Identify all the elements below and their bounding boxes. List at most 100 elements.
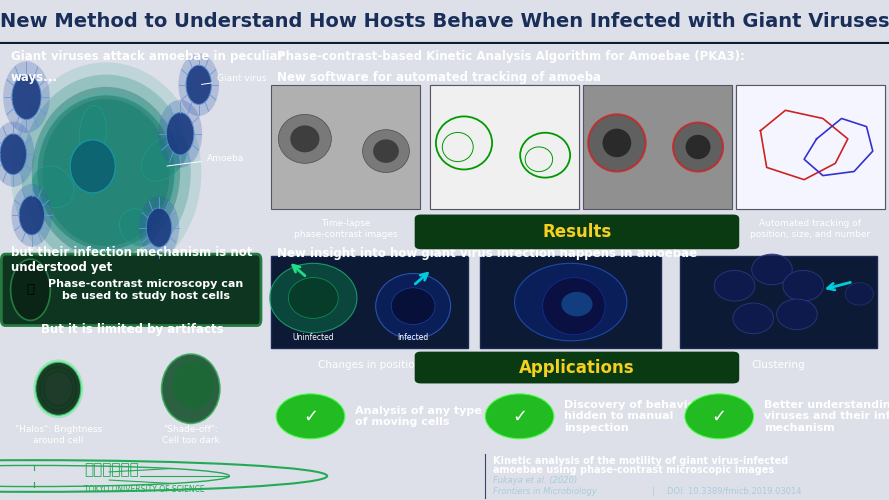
- Ellipse shape: [733, 303, 773, 334]
- Text: Analysis of any type
of moving cells: Analysis of any type of moving cells: [356, 406, 482, 427]
- Text: Time-lapse
phase-contrast images: Time-lapse phase-contrast images: [293, 220, 397, 239]
- FancyBboxPatch shape: [1, 254, 261, 326]
- Text: Clustering: Clustering: [751, 360, 805, 370]
- Circle shape: [11, 259, 51, 320]
- Text: TOKYO UNIVERSITY OF SCIENCE: TOKYO UNIVERSITY OF SCIENCE: [84, 485, 205, 494]
- Text: "Shade-off":
Cell too dark: "Shade-off": Cell too dark: [162, 426, 220, 445]
- Ellipse shape: [141, 136, 187, 181]
- Ellipse shape: [278, 114, 332, 164]
- FancyBboxPatch shape: [583, 85, 732, 209]
- Circle shape: [166, 112, 194, 155]
- Text: Discovery of behaviors
hidden to manual
inspection: Discovery of behaviors hidden to manual …: [565, 400, 708, 433]
- Circle shape: [4, 61, 50, 133]
- Text: "Halos": Brightness
around cell: "Halos": Brightness around cell: [14, 426, 102, 445]
- FancyBboxPatch shape: [736, 85, 885, 209]
- Text: amoebae using phase-contrast microscopic images: amoebae using phase-contrast microscopic…: [493, 465, 774, 475]
- Ellipse shape: [515, 264, 627, 341]
- Circle shape: [276, 394, 345, 438]
- Ellipse shape: [685, 135, 710, 160]
- Circle shape: [139, 196, 180, 259]
- Text: ways...: ways...: [11, 70, 58, 84]
- FancyBboxPatch shape: [736, 85, 885, 209]
- Ellipse shape: [542, 278, 605, 334]
- Ellipse shape: [783, 270, 823, 301]
- Text: |: |: [652, 487, 655, 496]
- Ellipse shape: [36, 362, 81, 416]
- Ellipse shape: [603, 128, 631, 157]
- Text: New insight into how giant virus infection happens in amoebae: New insight into how giant virus infecti…: [277, 247, 698, 260]
- Text: Applications: Applications: [519, 358, 635, 376]
- Circle shape: [19, 196, 44, 235]
- Ellipse shape: [752, 254, 792, 284]
- Text: Better understanding of
viruses and their infection
mechanism: Better understanding of viruses and thei…: [765, 400, 889, 433]
- Ellipse shape: [269, 264, 357, 332]
- Text: Particle identification: Particle identification: [609, 220, 706, 228]
- Circle shape: [0, 122, 35, 187]
- FancyBboxPatch shape: [414, 214, 740, 249]
- Text: Frontiers in Microbiology: Frontiers in Microbiology: [493, 487, 597, 496]
- Text: New Method to Understand How Hosts Behave When Infected with Giant Viruses: New Method to Understand How Hosts Behav…: [0, 12, 889, 30]
- Text: Infected: Infected: [397, 333, 428, 342]
- Text: Changes in position: Changes in position: [318, 360, 421, 370]
- Ellipse shape: [32, 87, 180, 258]
- FancyBboxPatch shape: [430, 85, 579, 209]
- Ellipse shape: [32, 166, 74, 207]
- Circle shape: [12, 74, 41, 120]
- Text: Giant virus: Giant virus: [202, 74, 267, 85]
- Ellipse shape: [714, 270, 755, 301]
- Text: ✓: ✓: [303, 408, 318, 426]
- Ellipse shape: [172, 360, 214, 409]
- Text: ✓: ✓: [512, 408, 527, 426]
- Ellipse shape: [373, 140, 399, 163]
- Ellipse shape: [37, 95, 175, 250]
- Ellipse shape: [70, 140, 116, 193]
- Circle shape: [179, 54, 219, 116]
- Ellipse shape: [845, 282, 873, 305]
- Text: Results: Results: [542, 223, 612, 241]
- Circle shape: [485, 394, 554, 438]
- Ellipse shape: [288, 278, 338, 318]
- Text: but their infection mechanism is not
understood yet: but their infection mechanism is not und…: [11, 246, 252, 274]
- Circle shape: [146, 208, 172, 247]
- Ellipse shape: [21, 74, 191, 270]
- Text: Automated tracking of
position, size, and number: Automated tracking of position, size, an…: [750, 220, 870, 239]
- Ellipse shape: [363, 130, 410, 172]
- Ellipse shape: [673, 122, 723, 172]
- FancyBboxPatch shape: [271, 85, 420, 209]
- FancyBboxPatch shape: [430, 85, 579, 209]
- Text: Fukaya et al. (2020): Fukaya et al. (2020): [493, 476, 578, 486]
- Ellipse shape: [43, 99, 170, 246]
- Text: Amoeba: Amoeba: [167, 154, 244, 166]
- Ellipse shape: [11, 62, 201, 282]
- Text: Kinetic analysis of the motility of giant virus-infected: Kinetic analysis of the motility of gian…: [493, 456, 789, 466]
- FancyBboxPatch shape: [480, 256, 661, 348]
- Text: 🔬: 🔬: [27, 284, 35, 296]
- Ellipse shape: [291, 126, 319, 152]
- Ellipse shape: [391, 288, 435, 325]
- Ellipse shape: [561, 292, 593, 316]
- Ellipse shape: [79, 106, 106, 162]
- Ellipse shape: [376, 274, 451, 339]
- Text: 東京理科大学: 東京理科大学: [84, 462, 140, 477]
- Circle shape: [186, 65, 212, 104]
- Circle shape: [685, 394, 754, 438]
- Text: Size variations: Size variations: [533, 360, 609, 370]
- Ellipse shape: [162, 354, 220, 424]
- Text: ✓: ✓: [712, 408, 727, 426]
- Ellipse shape: [589, 114, 645, 172]
- FancyBboxPatch shape: [680, 256, 877, 348]
- Text: But it is limited by artifacts: But it is limited by artifacts: [41, 324, 224, 336]
- Text: Phase-contrast-based Kinetic Analysis Algorithm for Amoebae (PKA3):: Phase-contrast-based Kinetic Analysis Al…: [277, 50, 745, 63]
- Ellipse shape: [777, 299, 817, 330]
- FancyBboxPatch shape: [414, 352, 740, 384]
- Circle shape: [158, 100, 202, 168]
- Text: Giant viruses attack amoebae in peculiar: Giant viruses attack amoebae in peculiar: [11, 50, 283, 63]
- Ellipse shape: [119, 209, 156, 246]
- Text: Phase-contrast microscopy can
be used to study host cells: Phase-contrast microscopy can be used to…: [48, 279, 244, 300]
- Text: Edge detection: Edge detection: [470, 220, 539, 228]
- Circle shape: [0, 134, 27, 174]
- Text: Uninfected: Uninfected: [292, 333, 334, 342]
- FancyBboxPatch shape: [271, 256, 468, 348]
- Circle shape: [12, 184, 52, 246]
- Text: DOI: 10.3389/fmicb.2019.03014: DOI: 10.3389/fmicb.2019.03014: [667, 487, 801, 496]
